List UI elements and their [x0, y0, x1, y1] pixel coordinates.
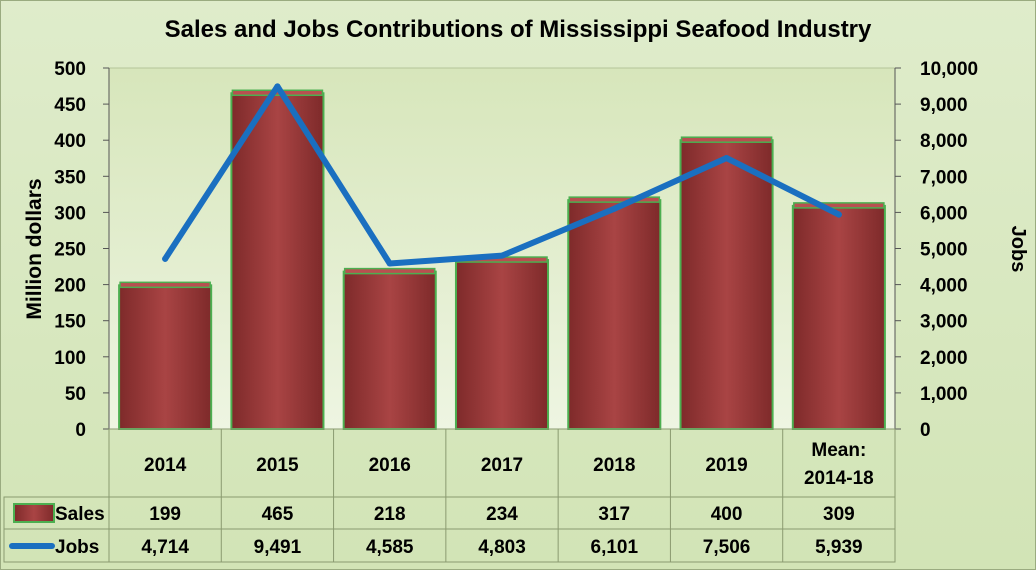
y-tick-label: 150 — [54, 312, 86, 333]
y2-tick-label: 7,000 — [920, 167, 968, 188]
bar-sales-cap — [680, 136, 773, 143]
table-cell-sales: 199 — [149, 504, 181, 525]
bar-sales — [567, 199, 662, 430]
table-cell-jobs: 5,939 — [815, 537, 863, 558]
table-cell-sales: 218 — [374, 504, 406, 525]
y-tick-label: 250 — [54, 240, 86, 261]
y2-tick-label: 3,000 — [920, 312, 968, 333]
bar-sales — [230, 92, 325, 431]
bar-sales-cap — [343, 267, 436, 275]
table-cell-jobs: 7,506 — [703, 537, 751, 558]
y-tick-label: 400 — [54, 131, 86, 152]
y2-tick-label: 0 — [920, 420, 931, 441]
table-cell-sales: 234 — [486, 504, 518, 525]
table-cell-sales: 309 — [823, 504, 855, 525]
y2-tick-label: 10,000 — [920, 59, 978, 80]
line-jobs-point — [835, 211, 842, 218]
y-tick-label: 50 — [65, 384, 86, 405]
category-label: Mean: — [811, 440, 866, 461]
line-jobs-point — [162, 255, 169, 262]
table-cell-jobs: 6,101 — [591, 537, 639, 558]
y-axis-label: Million dollars — [23, 178, 46, 319]
table-cell-jobs: 4,714 — [141, 537, 189, 558]
legend-key-sales — [13, 503, 55, 523]
category-label: 2014 — [144, 455, 187, 476]
category-label: 2017 — [481, 455, 523, 476]
y2-tick-label: 4,000 — [920, 276, 968, 297]
y2-axis-label: Jobs — [1007, 226, 1029, 273]
y-tick-label: 200 — [54, 276, 86, 297]
category-label: 2015 — [256, 455, 299, 476]
y-tick-label: 500 — [54, 59, 86, 80]
category-label: 2016 — [369, 455, 411, 476]
y2-tick-label: 9,000 — [920, 95, 968, 116]
table-cell-jobs: 4,803 — [478, 537, 526, 558]
category-label: 2018 — [593, 455, 635, 476]
table-cell-jobs: 4,585 — [366, 537, 414, 558]
line-jobs-point — [723, 155, 730, 162]
bar-sales-cap — [793, 202, 885, 209]
bar-sales — [118, 284, 213, 430]
line-jobs-point — [611, 205, 618, 212]
y2-tick-label: 5,000 — [920, 240, 968, 261]
y-tick-label: 0 — [75, 420, 86, 441]
y-tick-label: 100 — [54, 348, 86, 369]
legend-label-jobs: Jobs — [55, 537, 99, 558]
bar-sales — [454, 259, 550, 430]
bar-sales-cap — [119, 281, 211, 289]
legend-label-sales: Sales — [55, 504, 105, 525]
bar-sales — [342, 270, 437, 430]
y2-tick-label: 8,000 — [920, 131, 968, 152]
table-cell-sales: 400 — [711, 504, 743, 525]
y2-tick-label: 6,000 — [920, 203, 968, 224]
line-jobs-point — [386, 260, 393, 267]
category-label: 2014-18 — [804, 468, 874, 489]
table-cell-sales: 317 — [598, 504, 630, 525]
chart-title: Sales and Jobs Contributions of Mississi… — [165, 16, 872, 43]
y-tick-label: 450 — [54, 95, 86, 116]
y-tick-label: 300 — [54, 203, 86, 224]
bar-sales — [791, 204, 886, 430]
bar-sales — [679, 139, 774, 430]
y2-tick-label: 1,000 — [920, 384, 968, 405]
table-cell-jobs: 9,491 — [254, 537, 302, 558]
table-cell-sales: 465 — [262, 504, 294, 525]
y-tick-label: 350 — [54, 167, 86, 188]
category-label: 2019 — [705, 455, 747, 476]
bar-sales-cap — [568, 196, 661, 203]
y2-tick-label: 2,000 — [920, 348, 968, 369]
line-jobs-point — [499, 252, 505, 259]
line-jobs-point — [274, 83, 281, 90]
